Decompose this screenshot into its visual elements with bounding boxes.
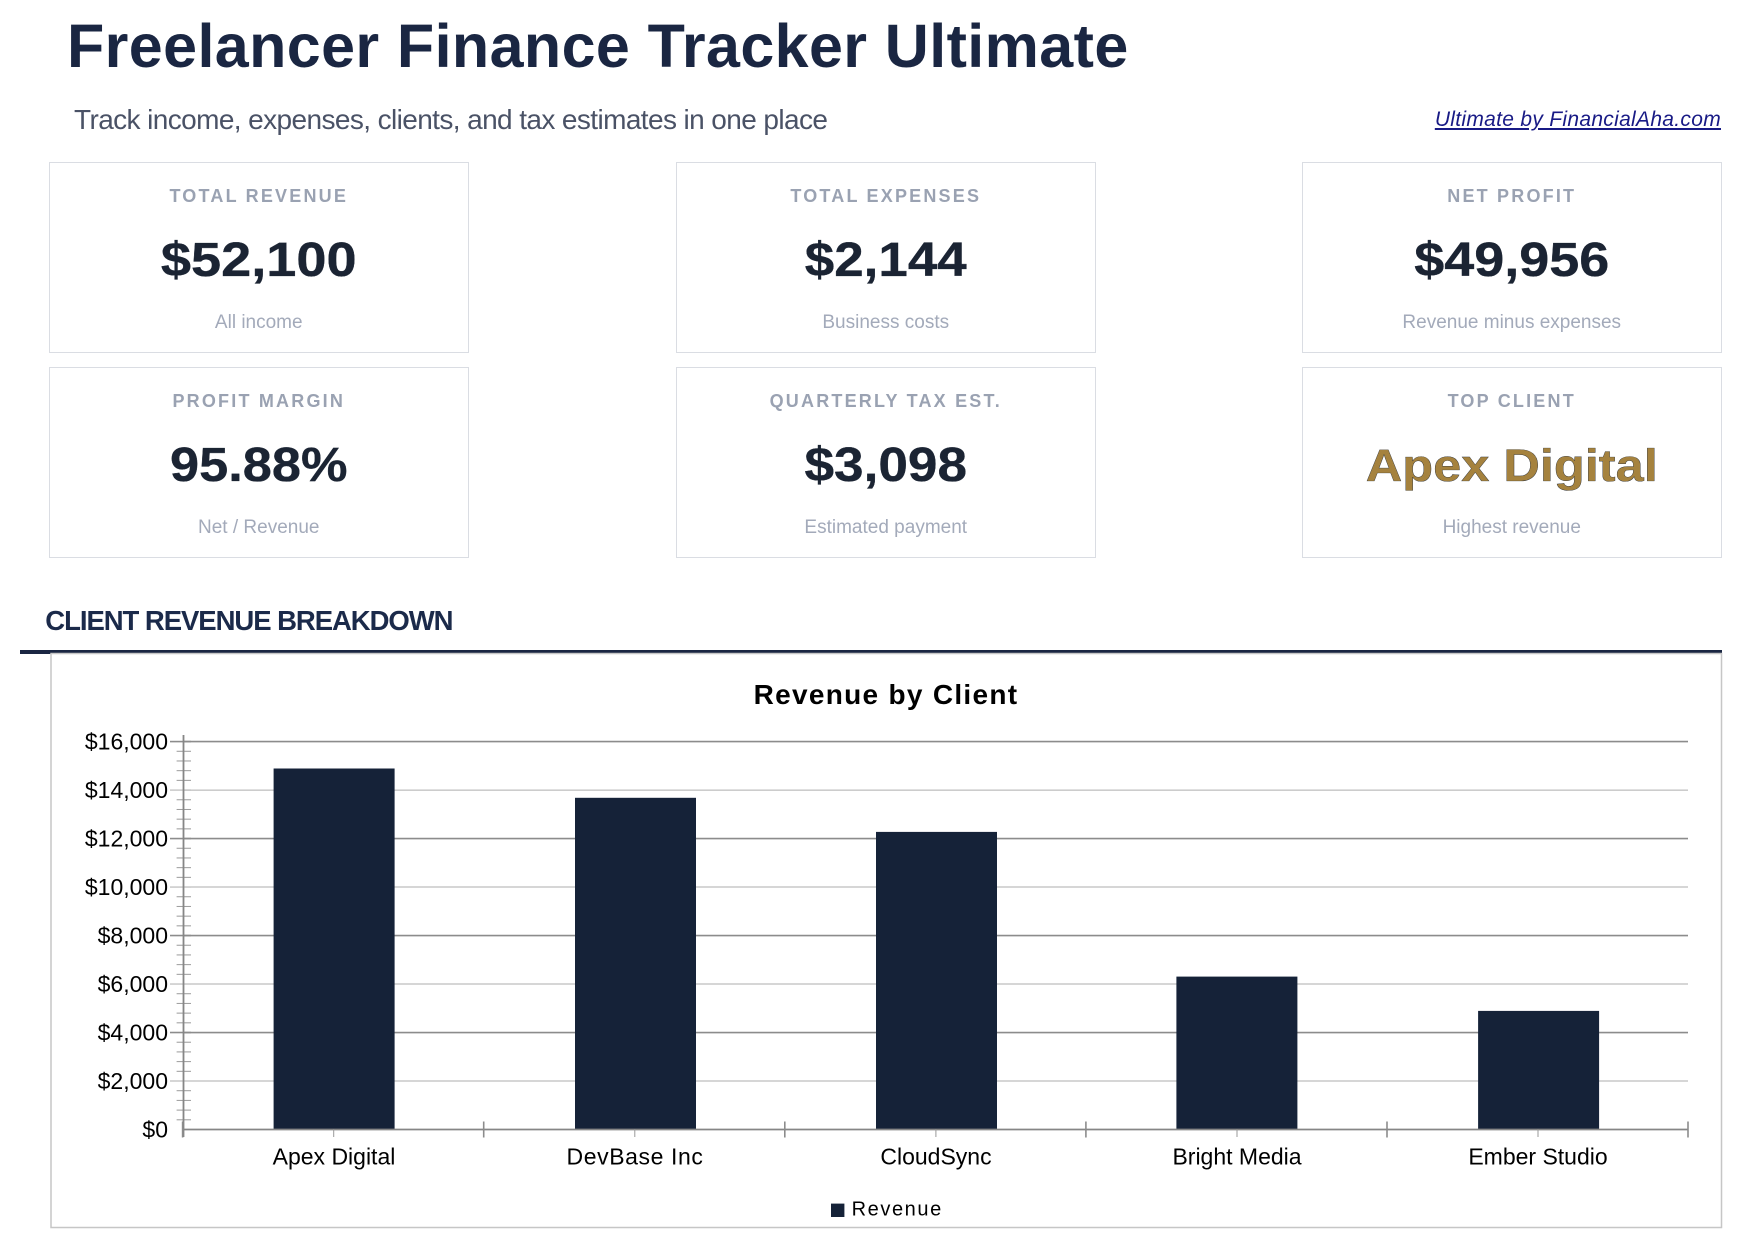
svg-text:$16,000: $16,000 [85, 729, 168, 755]
svg-text:Apex Digital: Apex Digital [273, 1143, 396, 1169]
svg-text:$4,000: $4,000 [98, 1020, 168, 1046]
svg-text:$12,000: $12,000 [85, 826, 168, 852]
svg-text:$6,000: $6,000 [98, 971, 168, 997]
svg-text:$2,000: $2,000 [98, 1068, 168, 1094]
svg-text:$0: $0 [142, 1117, 168, 1143]
svg-text:$10,000: $10,000 [85, 874, 168, 900]
svg-text:Revenue by Client: Revenue by Client [754, 679, 1019, 710]
svg-text:Bright Media: Bright Media [1172, 1143, 1301, 1169]
svg-text:Ember Studio: Ember Studio [1468, 1143, 1607, 1169]
svg-text:$14,000: $14,000 [85, 777, 168, 803]
svg-text:$8,000: $8,000 [98, 923, 168, 949]
svg-text:DevBase Inc: DevBase Inc [567, 1143, 704, 1169]
svg-text:Revenue: Revenue [852, 1199, 943, 1221]
svg-text:CloudSync: CloudSync [880, 1143, 991, 1169]
